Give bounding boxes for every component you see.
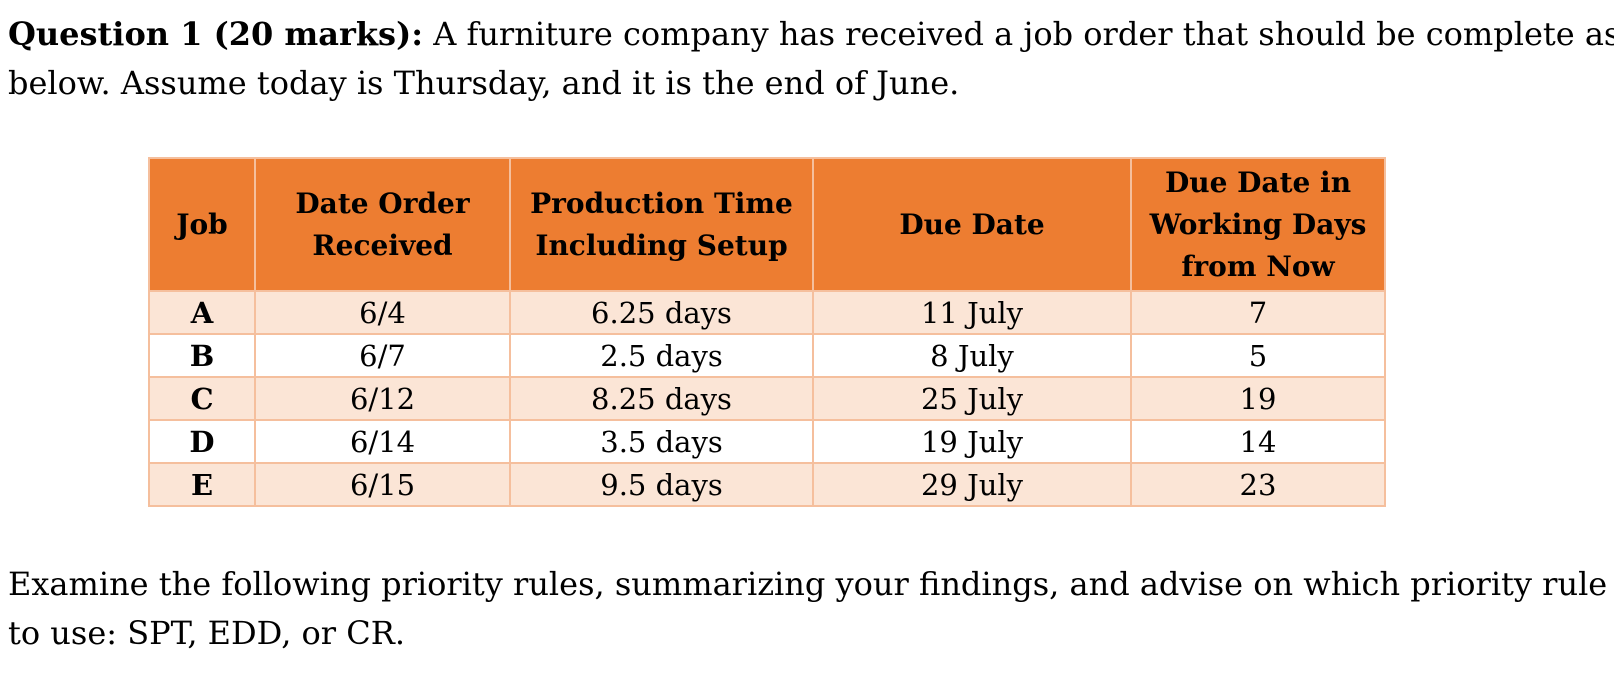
cell-production-time: 3.5 days [509, 419, 814, 464]
cell-date-received: 6/4 [254, 290, 511, 335]
cell-job: E [148, 462, 256, 507]
cell-due-working-days: 14 [1130, 419, 1386, 464]
job-order-table: Job Date Order Received Production Time … [148, 157, 1386, 507]
table-row-c: C 6/12 8.25 days 25 July 19 [148, 376, 1386, 421]
cell-due-working-days: 19 [1130, 376, 1386, 421]
cell-date-received: 6/12 [254, 376, 511, 421]
table-row-b: B 6/7 2.5 days 8 July 5 [148, 333, 1386, 378]
footer-line-2: to use: SPT, EDD, or CR. [8, 614, 406, 652]
cell-production-time: 2.5 days [509, 333, 814, 378]
cell-production-time: 8.25 days [509, 376, 814, 421]
intro-line-1-text: A furniture company has received a job o… [423, 15, 1614, 53]
cell-job: D [148, 419, 256, 464]
question-footer-paragraph: Examine the following priority rules, su… [8, 560, 1607, 658]
cell-due-working-days: 5 [1130, 333, 1386, 378]
table-row-e: E 6/15 9.5 days 29 July 23 [148, 462, 1386, 507]
footer-line-1: Examine the following priority rules, su… [8, 565, 1608, 603]
cell-date-received: 6/15 [254, 462, 511, 507]
cell-date-received: 6/14 [254, 419, 511, 464]
cell-production-time: 9.5 days [509, 462, 814, 507]
intro-line-1: Question 1 (20 marks): A furniture compa… [8, 10, 1614, 59]
header-cell-due-working-days: Due Date in Working Days from Now [1130, 157, 1386, 292]
cell-due-working-days: 23 [1130, 462, 1386, 507]
cell-job: B [148, 333, 256, 378]
cell-job: C [148, 376, 256, 421]
header-cell-production-time: Production Time Including Setup [509, 157, 814, 292]
header-cell-job: Job [148, 157, 256, 292]
table-row-a: A 6/4 6.25 days 11 July 7 [148, 290, 1386, 335]
question-number-label: Question 1 (20 marks): [8, 15, 424, 53]
header-cell-date-received: Date Order Received [254, 157, 511, 292]
table-header-row: Job Date Order Received Production Time … [148, 157, 1386, 292]
cell-due-date: 19 July [812, 419, 1132, 464]
table-row-d: D 6/14 3.5 days 19 July 14 [148, 419, 1386, 464]
cell-due-date: 29 July [812, 462, 1132, 507]
cell-job: A [148, 290, 256, 335]
intro-line-2: below. Assume today is Thursday, and it … [8, 64, 960, 102]
header-cell-due-date: Due Date [812, 157, 1132, 292]
question-intro-paragraph: Question 1 (20 marks): A furniture compa… [8, 10, 1614, 108]
cell-due-date: 11 July [812, 290, 1132, 335]
cell-date-received: 6/7 [254, 333, 511, 378]
cell-due-working-days: 7 [1130, 290, 1386, 335]
cell-due-date: 8 July [812, 333, 1132, 378]
cell-production-time: 6.25 days [509, 290, 814, 335]
cell-due-date: 25 July [812, 376, 1132, 421]
